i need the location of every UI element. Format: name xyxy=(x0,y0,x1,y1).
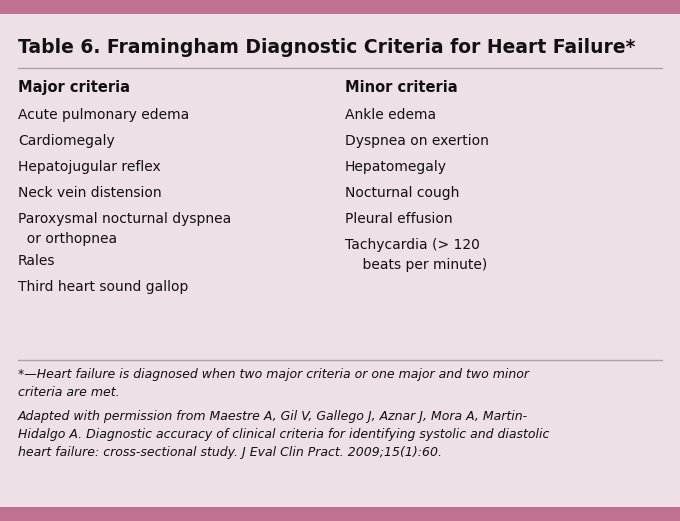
Text: Nocturnal cough: Nocturnal cough xyxy=(345,186,460,200)
Text: Cardiomegaly: Cardiomegaly xyxy=(18,134,115,148)
Text: Neck vein distension: Neck vein distension xyxy=(18,186,162,200)
Bar xyxy=(0,0,680,14)
Text: Tachycardia (> 120
    beats per minute): Tachycardia (> 120 beats per minute) xyxy=(345,238,488,271)
Text: Rales: Rales xyxy=(18,254,56,268)
Text: Major criteria: Major criteria xyxy=(18,80,130,95)
Text: Pleural effusion: Pleural effusion xyxy=(345,212,453,226)
Text: Paroxysmal nocturnal dyspnea
  or orthopnea: Paroxysmal nocturnal dyspnea or orthopne… xyxy=(18,212,231,245)
Bar xyxy=(0,507,680,521)
Text: Hepatojugular reflex: Hepatojugular reflex xyxy=(18,160,160,174)
Text: Table 6. Framingham Diagnostic Criteria for Heart Failure*: Table 6. Framingham Diagnostic Criteria … xyxy=(18,38,635,57)
Text: Third heart sound gallop: Third heart sound gallop xyxy=(18,280,188,294)
Text: Acute pulmonary edema: Acute pulmonary edema xyxy=(18,108,189,122)
Text: *—Heart failure is diagnosed when two major criteria or one major and two minor
: *—Heart failure is diagnosed when two ma… xyxy=(18,368,529,399)
Text: Ankle edema: Ankle edema xyxy=(345,108,436,122)
Text: Hepatomegaly: Hepatomegaly xyxy=(345,160,447,174)
Text: Minor criteria: Minor criteria xyxy=(345,80,458,95)
Text: Dyspnea on exertion: Dyspnea on exertion xyxy=(345,134,489,148)
Text: Adapted with permission from Maestre A, Gil V, Gallego J, Aznar J, Mora A, Marti: Adapted with permission from Maestre A, … xyxy=(18,410,549,459)
